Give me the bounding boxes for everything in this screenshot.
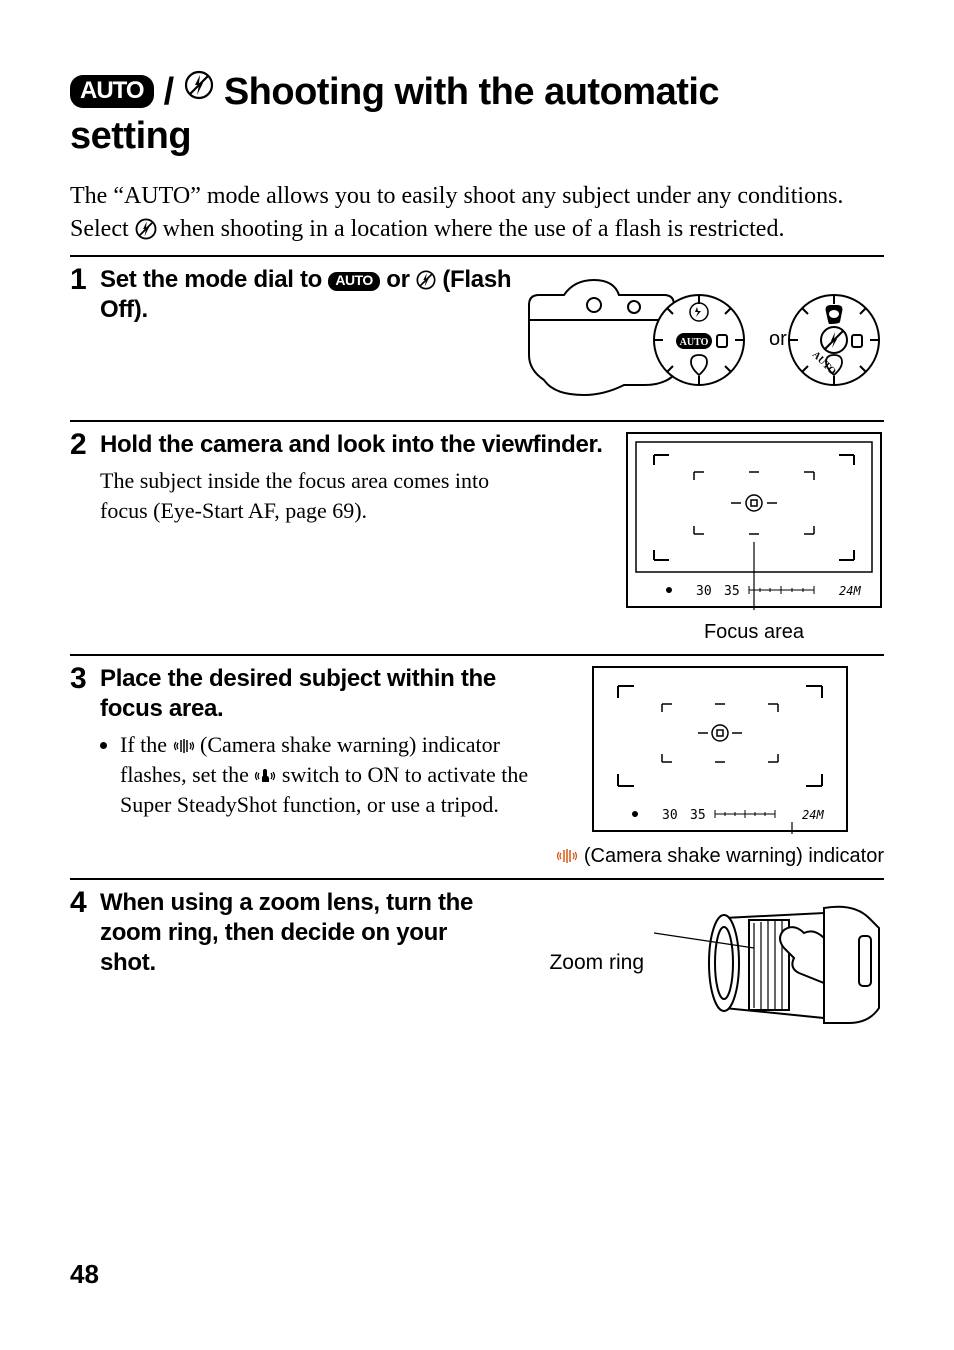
focus-area-label: Focus area <box>624 621 884 644</box>
page: AUTO / Shooting with the automatic setti… <box>0 0 954 1350</box>
step-3: 3 Place the desired subject within the f… <box>70 664 884 868</box>
auto-badge-icon: AUTO <box>328 272 379 291</box>
shake-warning-icon <box>173 738 195 754</box>
step-number: 2 <box>70 430 92 460</box>
intro-line-2: Select when shooting in a location where… <box>70 213 884 245</box>
step-number: 3 <box>70 664 92 694</box>
separator <box>70 420 884 422</box>
step-description: If the (Camera shake warning) indicator … <box>100 730 530 819</box>
shake-warning-icon <box>556 848 578 864</box>
step4-illustration: Zoom ring <box>549 888 884 1038</box>
title-text-1: Shooting with the automatic <box>224 71 719 113</box>
step2-illustration: 30 35 24M Focus area <box>624 430 884 644</box>
page-number: 48 <box>70 1259 99 1290</box>
intro-line-1: The “AUTO” mode allows you to easily sho… <box>70 180 884 212</box>
step-2: 2 Hold the camera and look into the view… <box>70 430 884 644</box>
step-number: 4 <box>70 888 92 918</box>
separator <box>70 878 884 880</box>
flash-off-icon <box>416 270 436 290</box>
flash-off-icon <box>184 70 214 100</box>
svg-text:35: 35 <box>724 584 740 599</box>
svg-text:30: 30 <box>696 584 712 599</box>
steadyshot-icon <box>254 768 276 784</box>
intro-2b: when shooting in a location where the us… <box>163 216 785 242</box>
separator <box>70 654 884 656</box>
shake-indicator-label: (Camera shake warning) indicator <box>556 845 884 868</box>
step-heading: When using a zoom lens, turn the zoom ri… <box>100 888 500 978</box>
step-heading: Set the mode dial to AUTO or (Flash Off)… <box>100 265 524 325</box>
page-title: AUTO / Shooting with the automatic setti… <box>70 70 884 158</box>
step1-illustration: AUTO or <box>524 265 884 410</box>
step3-illustration: 30 35 24M (Camera shake warn <box>556 664 884 868</box>
svg-text:AUTO: AUTO <box>680 337 709 348</box>
title-line-1: AUTO / Shooting with the automatic <box>70 70 884 115</box>
intro-2a: Select <box>70 216 135 242</box>
step-4: 4 When using a zoom lens, turn the zoom … <box>70 888 884 1038</box>
title-slash: / <box>154 71 184 113</box>
intro-paragraph: The “AUTO” mode allows you to easily sho… <box>70 180 884 245</box>
step-number: 1 <box>70 265 92 295</box>
step-1: 1 Set the mode dial to AUTO or (Flash Of… <box>70 265 884 410</box>
separator <box>70 255 884 257</box>
svg-text:35: 35 <box>690 808 706 823</box>
step1-a: Set the mode dial to <box>100 266 328 293</box>
flash-off-icon <box>135 218 157 240</box>
svg-text:24M: 24M <box>802 808 824 822</box>
indicator-label-text: (Camera shake warning) indicator <box>584 845 884 867</box>
bullet-a: If the <box>120 732 173 757</box>
or-label: or <box>769 328 787 350</box>
auto-badge-icon: AUTO <box>70 75 154 108</box>
title-line-2: setting <box>70 115 884 159</box>
svg-text:30: 30 <box>662 808 678 823</box>
step1-b: or <box>386 266 416 293</box>
step-heading: Hold the camera and look into the viewfi… <box>100 430 624 460</box>
svg-text:24M: 24M <box>839 584 861 598</box>
step-heading: Place the desired subject within the foc… <box>100 664 556 724</box>
zoom-ring-label: Zoom ring <box>549 951 654 975</box>
step-description: The subject inside the focus area comes … <box>100 466 530 525</box>
